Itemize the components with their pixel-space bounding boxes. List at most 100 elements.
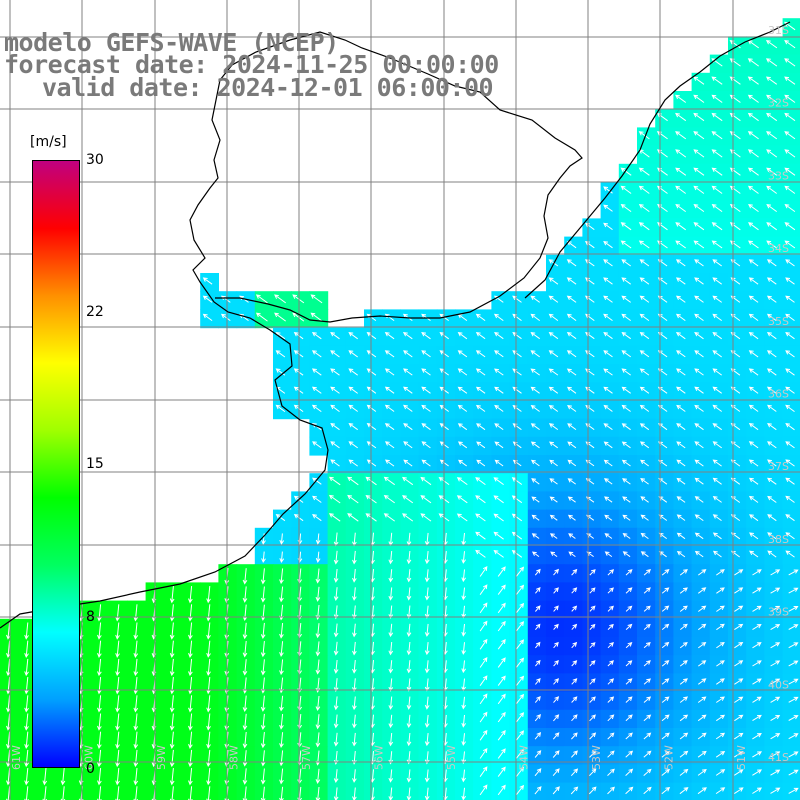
wind-arrow [97, 768, 102, 786]
wind-arrow [766, 203, 777, 213]
wind-arrow [770, 787, 781, 794]
wind-arrow [679, 714, 689, 722]
wind-arrow [24, 640, 29, 658]
wind-arrow [188, 731, 193, 749]
wind-arrow [767, 532, 777, 540]
wind-arrow [749, 514, 759, 522]
wind-arrow [534, 731, 542, 740]
wind-arrow [115, 749, 120, 768]
wind-arrow [679, 569, 688, 576]
wind-arrow [770, 642, 781, 649]
wind-arrow [352, 714, 357, 729]
wind-arrow [765, 39, 778, 49]
wind-arrow [638, 222, 650, 231]
wind-arrow [115, 768, 120, 786]
wind-arrow [566, 386, 577, 394]
wind-arrow [516, 784, 525, 796]
wind-arrow [352, 569, 357, 583]
wind-arrow [261, 551, 266, 564]
wind-arrow [383, 476, 395, 486]
wind-arrow [752, 787, 762, 794]
wind-arrow [479, 675, 488, 686]
wind-arrow [712, 295, 722, 303]
wind-arrow [420, 495, 432, 504]
wind-arrow [479, 584, 488, 595]
wind-arrow [766, 167, 778, 176]
wind-arrow [279, 533, 285, 545]
wind-arrow [679, 768, 689, 776]
wind-arrow [784, 94, 796, 103]
wind-arrow [694, 496, 704, 503]
wind-arrow [566, 240, 577, 249]
wind-arrow [607, 623, 614, 630]
wind-arrow [384, 350, 395, 358]
wind-arrow [279, 713, 284, 730]
wind-arrow [766, 149, 778, 158]
wind-arrow [643, 587, 651, 594]
wind-arrow [388, 732, 394, 747]
wind-arrow [279, 641, 284, 657]
wind-arrow [439, 441, 449, 449]
wind-arrow [767, 404, 777, 412]
longitude-label: 58W [228, 745, 241, 770]
wind-arrow [785, 441, 795, 449]
wind-arrow [366, 422, 377, 431]
wind-arrow [97, 713, 102, 731]
wind-arrow [548, 368, 559, 376]
wind-arrow [784, 222, 796, 231]
wind-arrow [479, 657, 488, 668]
wind-arrow [661, 786, 671, 795]
wind-arrow [621, 386, 631, 394]
wind-arrow [603, 295, 613, 303]
wind-arrow [788, 624, 799, 630]
wind-arrow [711, 149, 723, 158]
wind-arrow [788, 660, 799, 667]
wind-arrow [315, 586, 321, 602]
wind-arrow [693, 203, 705, 213]
wind-arrow [766, 259, 777, 267]
wind-arrow [566, 259, 577, 267]
wind-arrow [571, 678, 578, 685]
wind-arrow [333, 714, 339, 729]
wind-arrow [497, 711, 506, 723]
wind-arrow [169, 677, 175, 695]
wind-arrow [328, 476, 341, 486]
wind-arrow [384, 441, 395, 449]
wind-arrow [770, 678, 781, 685]
longitude-labels: 61W60W59W58W57W56W55W54W53W52W51W50W [10, 745, 748, 770]
wind-arrow [784, 203, 796, 213]
wind-arrow [711, 131, 723, 140]
wind-arrow [693, 76, 705, 85]
wind-arrow [461, 696, 467, 710]
wind-arrow [530, 423, 540, 431]
wind-arrow [788, 787, 799, 794]
wind-arrow [388, 569, 394, 583]
wind-arrow [242, 568, 248, 585]
wind-arrow [311, 386, 322, 394]
wind-arrow [424, 733, 430, 747]
wind-arrow [115, 713, 120, 731]
wind-arrow [693, 240, 705, 249]
wind-arrow [661, 641, 670, 649]
wind-arrow [770, 696, 781, 703]
wind-arrow [424, 569, 430, 583]
wind-arrow [694, 423, 704, 431]
wind-arrow [312, 495, 322, 503]
wind-arrow [603, 259, 613, 267]
wind-arrow [516, 566, 525, 577]
wind-arrow [675, 131, 687, 140]
wind-arrow [698, 678, 707, 685]
wind-arrow [748, 222, 759, 231]
wind-arrow [115, 640, 120, 658]
wind-arrow [347, 494, 359, 504]
wind-arrow [553, 568, 559, 576]
wind-arrow [330, 331, 340, 340]
wind-arrow [679, 678, 688, 685]
wind-arrow [352, 587, 357, 601]
wind-arrow [406, 550, 412, 565]
wind-arrow [603, 313, 613, 322]
wind-arrow [310, 294, 323, 304]
wind-arrow [424, 587, 430, 601]
wind-arrow [279, 786, 284, 800]
wind-arrow [549, 496, 558, 503]
